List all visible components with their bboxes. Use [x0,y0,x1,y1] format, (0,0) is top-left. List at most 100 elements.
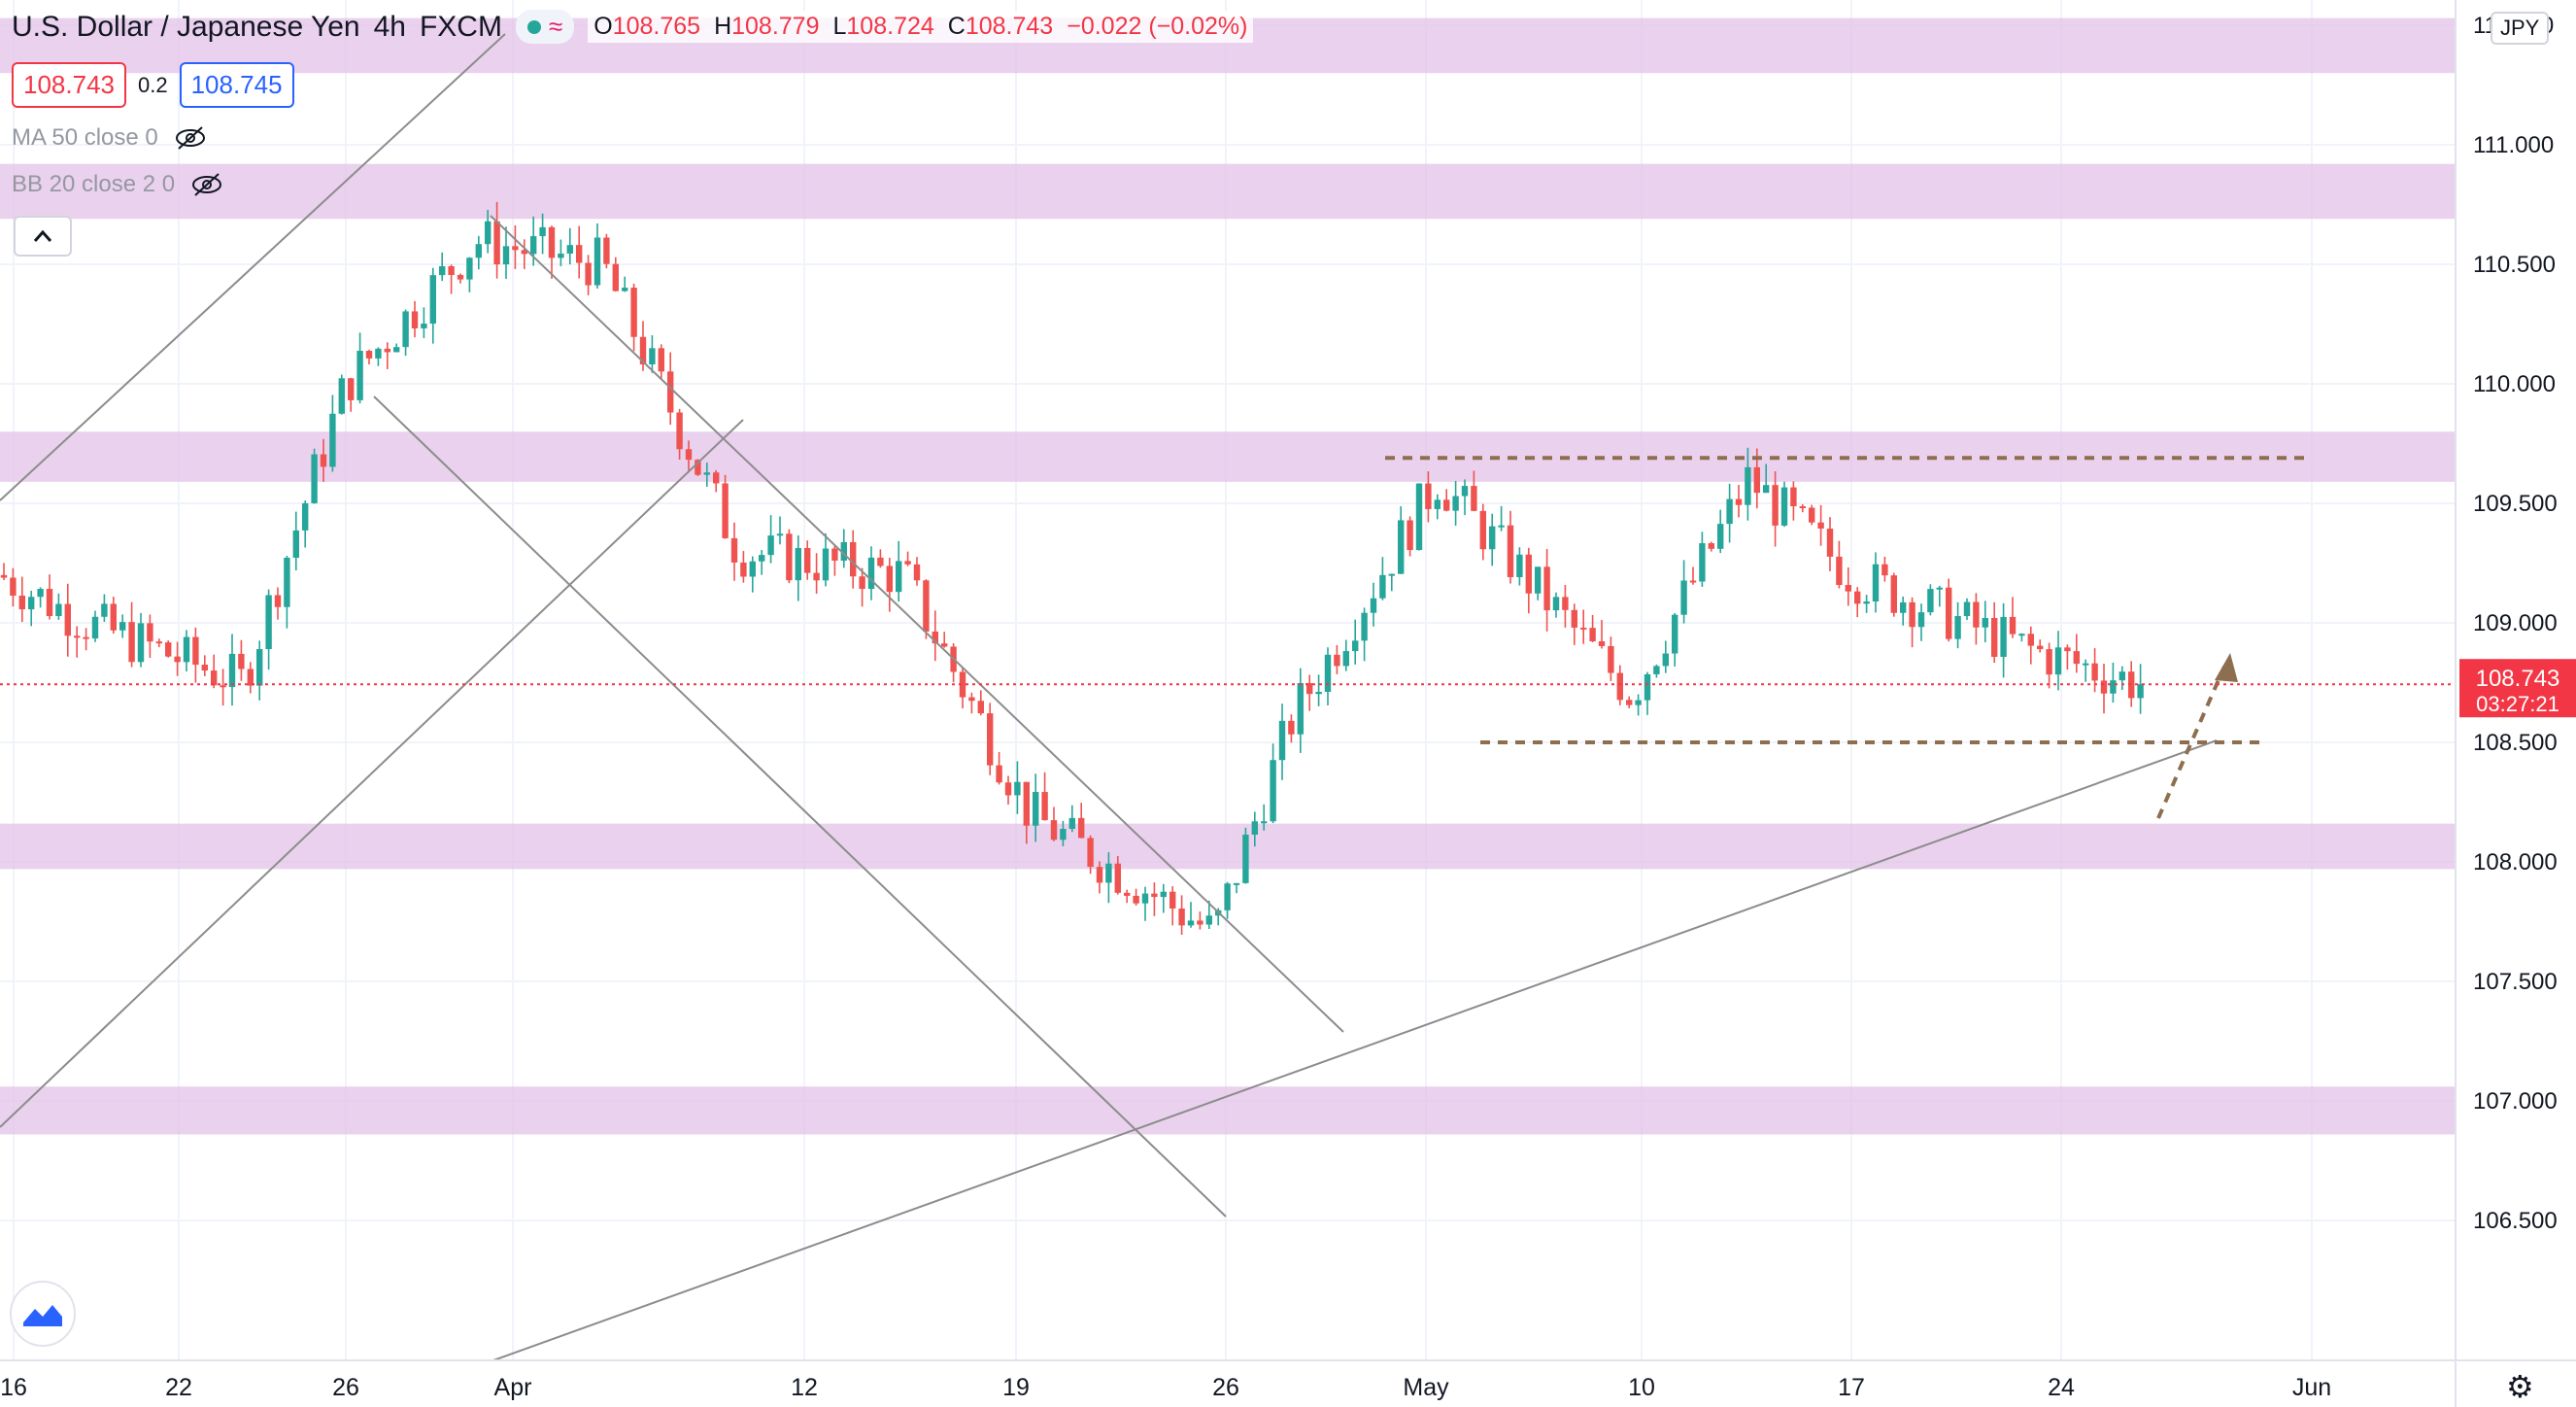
spread-value: 0.2 [137,72,168,97]
candle-body [886,566,893,593]
candle-body [1178,908,1185,926]
candle-body [1735,498,1743,505]
candle-body [1680,580,1687,615]
candle-body [1315,691,1322,695]
time-tick-label: 24 [2048,1374,2075,1401]
indicator-bb[interactable]: BB 20 close 2 0 [12,171,223,198]
candle-body [1516,554,1523,577]
candle-body [429,275,436,325]
candle-body [612,263,619,292]
candle-body [101,603,108,617]
candle-body [2128,671,2135,699]
time-tick-label: 26 [332,1374,359,1401]
candle-body [1535,566,1542,594]
candle-body [558,253,564,258]
candle-body [1780,487,1788,526]
candle-body [1799,506,1806,509]
candle-body [1662,653,1669,667]
candle-body [64,603,71,636]
trend-line [373,395,1227,1218]
market-status[interactable]: ≈ [515,10,575,44]
gear-icon[interactable]: ⚙ [2506,1369,2534,1404]
time-tick-label: 26 [1212,1374,1239,1401]
price-tick-label: 111.000 [2473,132,2554,158]
eye-off-icon[interactable] [190,171,223,198]
candle-body [1068,817,1075,830]
candle-body [475,244,482,258]
buy-button[interactable]: 108.745 [179,62,294,108]
symbol-title[interactable]: U.S. Dollar / Japanese Yen [12,10,360,43]
candle-body [1689,580,1697,583]
projection-arrowhead [2215,653,2238,682]
candle-body [2091,663,2098,681]
candle-body [630,288,637,337]
price-tick-label: 107.500 [2473,969,2558,995]
price-zone [0,163,2456,220]
candle-body [1973,601,1980,628]
time-tick-label: 17 [1838,1374,1865,1401]
candle-body [1261,821,1268,824]
candle-body [1927,589,1934,613]
candle-body [74,635,81,638]
candle-body [1580,627,1587,630]
candle-body [1141,893,1149,904]
candle-body [1753,466,1760,494]
high-value: 108.779 [731,13,820,40]
candle-body [759,555,765,562]
candle-body [1388,573,1395,576]
candle-body [530,236,537,255]
time-tick-label: Apr [494,1374,532,1401]
source-label: FXCM [419,10,502,43]
candle-body [37,589,44,598]
candle-body [1251,821,1258,835]
price-tick-label: 110.500 [2473,252,2556,278]
tradingview-logo-icon[interactable] [10,1281,76,1347]
candle-body [1571,609,1577,628]
candle-body [1471,486,1477,511]
candle-body [1288,720,1295,735]
candle-body [1936,587,1943,590]
candle-body [2027,634,2034,646]
candle-body [1890,575,1897,613]
candle-body [147,623,153,642]
candle-body [91,616,99,639]
candle-body [1224,883,1231,910]
price-tick-label: 108.500 [2473,730,2558,756]
candle-body [1270,760,1276,822]
indicator-ma[interactable]: MA 50 close 0 [12,124,207,152]
candle-body [904,561,911,565]
candle-body [1772,485,1779,526]
indicator-label: MA 50 close 0 [12,124,158,151]
candle-body [1334,654,1340,667]
candle-body [685,449,693,461]
candle-body [256,649,263,686]
candle-body [1699,543,1706,582]
collapse-button[interactable] [14,216,72,257]
candle-body [1863,601,1870,604]
candle-body [1398,520,1405,574]
sell-button[interactable]: 108.743 [12,62,126,108]
candle-body [265,595,272,650]
candle-body [228,653,236,688]
candle-body [0,574,8,578]
candle-body [1096,867,1103,883]
candle-body [1982,617,1988,628]
candle-body [1242,834,1249,883]
candle-body [1946,587,1952,639]
candle-body [174,656,181,663]
candle-body [1543,566,1550,611]
interval-label[interactable]: 4h [373,10,406,43]
price-zone [0,823,2456,870]
eye-off-icon[interactable] [174,124,207,152]
currency-label[interactable]: JPY [2491,12,2550,45]
candle-body [622,288,628,292]
candle-body [466,257,473,280]
candle-body [457,274,464,280]
candle-body [356,351,363,400]
candle-body [110,603,117,631]
candle-body [10,577,17,596]
candle-body [448,265,455,275]
candle-body [987,713,994,766]
candle-body [1461,486,1469,497]
